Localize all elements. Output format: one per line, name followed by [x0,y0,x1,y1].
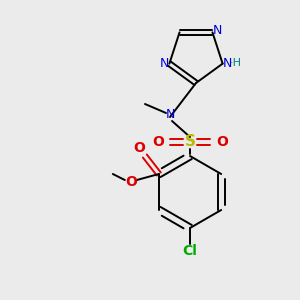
Text: ·H: ·H [230,58,242,68]
Text: O: O [216,135,228,149]
Text: Cl: Cl [183,244,197,258]
Text: N: N [213,24,222,37]
Text: O: O [133,141,145,155]
Text: N: N [160,57,169,70]
Text: N: N [223,57,232,70]
Text: O: O [152,135,164,149]
Text: O: O [125,175,137,189]
Text: S: S [184,134,196,149]
Text: N: N [165,107,175,121]
